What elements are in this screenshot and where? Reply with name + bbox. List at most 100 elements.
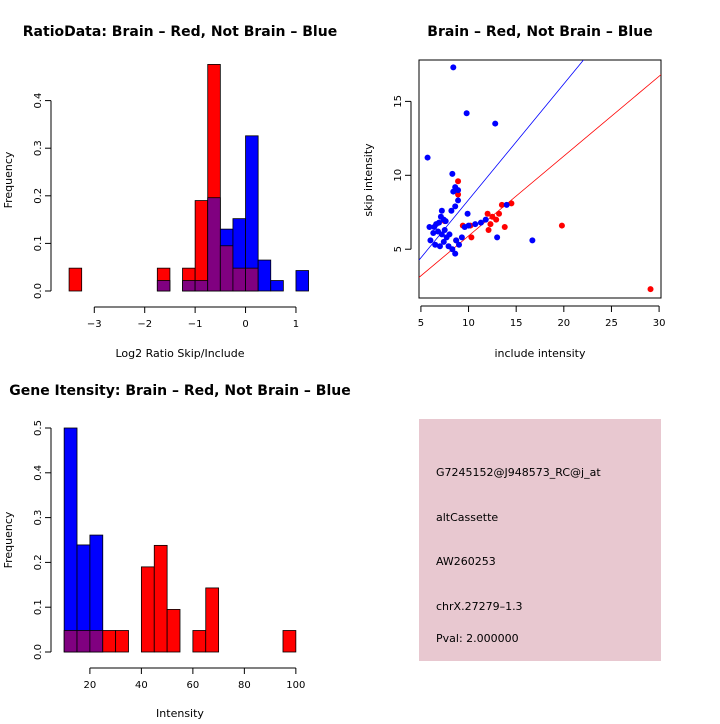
intensity-scatter-panel: Brain – Red, Not Brain – Blue 5 10 15 20 25 3… (362, 24, 666, 360)
ratio-histogram-axes: −3 −2 −1 0 1 0.0 0.1 0.2 0.3 0.4 (33, 93, 299, 330)
scatter-point-red (484, 210, 491, 217)
ratio-histogram-y-tick-label: 0.0 (33, 283, 44, 299)
scatter-point-blue (458, 234, 465, 241)
scatter-point-blue (449, 170, 456, 177)
gene-intensity-x-tick-label: 100 (286, 680, 305, 691)
scatter-point-blue (472, 221, 479, 228)
scatter-point-red (647, 286, 654, 293)
gene-intensity-x-tick-label: 80 (238, 680, 251, 691)
scatter-point-red (558, 222, 565, 229)
scatter-point-blue (436, 243, 443, 250)
ratio-histogram-xlabel: Log2 Ratio Skip/Include (115, 347, 244, 360)
scatter-point-red (485, 227, 492, 233)
ratio-histogram-title: RatioData: Brain – Red, Not Brain – Blue (23, 24, 337, 40)
scatter-point-blue (449, 246, 456, 253)
fit-line-red (419, 74, 661, 278)
scatter-point-blue (432, 241, 439, 248)
scatter-point-red (496, 210, 503, 217)
gene-intensity-y-tick-label: 0.3 (33, 510, 44, 526)
scatter-point-blue (424, 154, 431, 161)
scatter-point-red (455, 191, 462, 198)
scatter-point-blue (426, 224, 433, 231)
intensity-scatter-x-tick-label: 30 (653, 318, 666, 329)
ratio-histogram-x-tick-label: −2 (137, 319, 152, 330)
intensity-scatter-y-tick-label: 10 (393, 169, 404, 182)
scatter-point-blue (455, 187, 462, 194)
scatter-point-blue (453, 237, 460, 244)
gene-intensity-bar (102, 630, 117, 653)
scatter-point-blue (452, 203, 459, 210)
scatter-point-red (455, 178, 462, 185)
intensity-scatter-x-tick-label: 20 (557, 318, 570, 329)
ratio-histogram-x-tick-label: 0 (242, 319, 248, 330)
scatter-point-blue (438, 231, 445, 238)
ratio-histogram-bar (257, 259, 272, 292)
ratio-histogram-bar (194, 200, 209, 292)
gene-intensity-y-tick-label: 0.4 (33, 465, 44, 481)
probe-id: G7245152@J948573_RC@j_at (436, 466, 601, 479)
gene-intensity-bar (205, 587, 220, 653)
ratio-histogram-bar (295, 270, 309, 292)
gene-intensity-y-tick-label: 0.2 (33, 554, 44, 570)
gene-intensity-bar (115, 630, 129, 653)
scatter-point-blue (430, 229, 437, 236)
scatter-point-blue (477, 219, 484, 226)
scatter-point-red (498, 201, 505, 208)
fit-line-blue (419, 60, 585, 261)
intensity-scatter-x-tick-label: 25 (605, 318, 618, 329)
scatter-point-red (487, 221, 494, 228)
ratio-histogram-overlap-bar (232, 267, 246, 292)
scatter-point-blue (450, 188, 457, 195)
gene-intensity-axes: 20 40 60 80 100 0.0 0.1 0.2 0.3 0.4 0.5 (33, 420, 305, 691)
intensity-scatter-y-tick-label: 5 (393, 246, 404, 252)
scatter-point-blue (452, 250, 459, 257)
gene-intensity-x-tick-label: 20 (84, 680, 97, 691)
ratio-histogram-overlap-bar (219, 245, 234, 292)
ratio-histogram-x-tick-label: −1 (188, 319, 203, 330)
gene-intensity-bar (140, 566, 155, 653)
ratio-histogram-overlap-bar (182, 280, 196, 292)
scatter-point-blue (450, 64, 457, 71)
scatter-point-red (508, 200, 515, 207)
gene-intensity-bar (166, 609, 181, 653)
scatter-point-red (501, 224, 508, 231)
info-panel: G7245152@J948573_RC@j_at altCassette AW2… (419, 419, 661, 661)
intensity-scatter-x-tick-label: 15 (510, 318, 523, 329)
info-panel-background (419, 419, 661, 661)
ratio-histogram-bar (245, 135, 259, 292)
pval: Pval: 2.000000 (436, 632, 519, 645)
intensity-scatter-box (418, 59, 662, 299)
ratio-histogram-overlap-bar (207, 197, 221, 292)
ratio-histogram-overlap-bar (194, 280, 209, 292)
gene-intensity-bar (192, 630, 207, 653)
gene-intensity-x-tick-label: 60 (187, 680, 200, 691)
ratio-histogram-ylabel: Frequency (2, 151, 15, 208)
ratio-histogram-x-tick-label: 1 (293, 319, 299, 330)
scatter-point-blue (446, 231, 453, 238)
scatter-point-blue (456, 241, 463, 248)
scatter-point-blue (448, 207, 455, 214)
intensity-scatter-ylabel: skip intensity (362, 143, 375, 217)
scatter-point-red (493, 216, 500, 223)
ratio-histogram-bar (270, 280, 284, 292)
intensity-scatter-content (419, 60, 661, 293)
scatter-point-blue (482, 216, 489, 223)
ratio-histogram-x-tick-label: −3 (87, 319, 102, 330)
ratio-histogram-y-tick-label: 0.4 (33, 93, 44, 109)
gene-intensity-title: Gene Itensity: Brain – Red, Not Brain – … (9, 383, 351, 399)
gene-intensity-overlap-bar (89, 630, 104, 653)
scatter-point-blue (431, 224, 438, 231)
gene-intensity-y-tick-label: 0.5 (33, 420, 44, 436)
event-type: altCassette (436, 511, 498, 524)
scatter-point-blue (529, 237, 536, 244)
intensity-scatter-y-tick-label: 15 (393, 95, 404, 108)
intensity-scatter-title: Brain – Red, Not Brain – Blue (427, 24, 652, 40)
ratio-histogram-panel: RatioData: Brain – Red, Not Brain – Blue… (2, 24, 337, 360)
scatter-point-blue (455, 197, 462, 204)
gene-intensity-panel: Gene Itensity: Brain – Red, Not Brain – … (2, 383, 351, 720)
scatter-point-red (468, 234, 475, 241)
ratio-histogram-y-tick-label: 0.3 (33, 140, 44, 156)
gene-intensity-y-tick-label: 0.0 (33, 644, 44, 660)
scatter-point-blue (492, 120, 499, 127)
ratio-histogram-y-tick-label: 0.1 (33, 235, 44, 251)
